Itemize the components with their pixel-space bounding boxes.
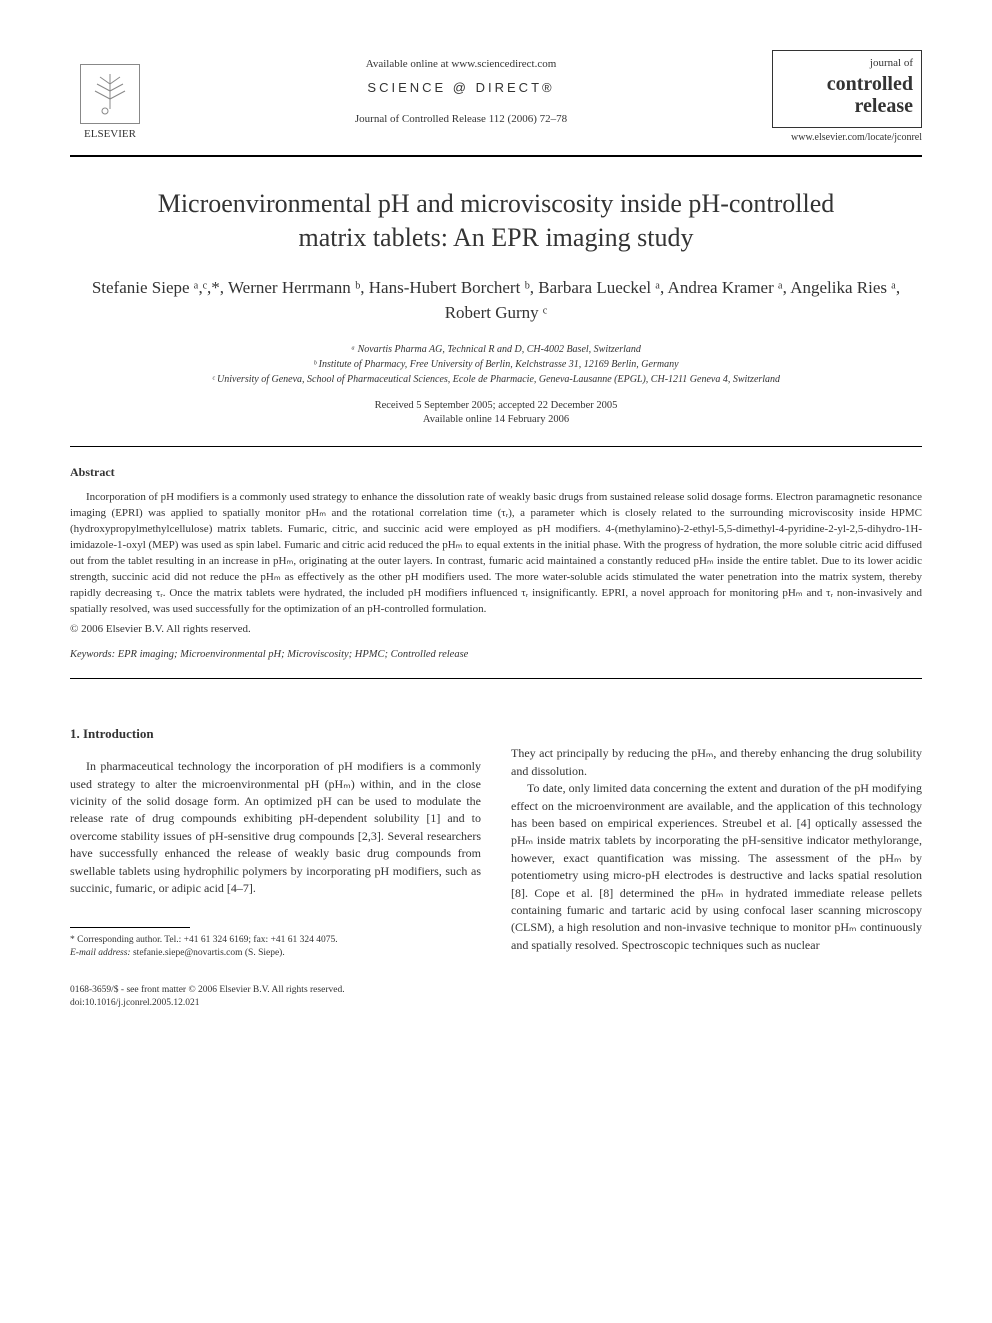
authors: Stefanie Siepe ᵃ,ᶜ,*, Werner Herrmann ᵇ,… xyxy=(70,275,922,326)
elsevier-tree-icon xyxy=(80,64,140,124)
journal-logo-block: journal of controlled release www.elsevi… xyxy=(772,50,922,143)
header: ELSEVIER Available online at www.science… xyxy=(70,50,922,143)
article-title: Microenvironmental pH and microviscosity… xyxy=(70,187,922,255)
center-header: Available online at www.sciencedirect.co… xyxy=(150,50,772,125)
online-date: Available online 14 February 2006 xyxy=(70,413,922,428)
body-columns: 1. Introduction In pharmaceutical techno… xyxy=(70,697,922,960)
abstract-rule-bottom xyxy=(70,678,922,679)
footnote-separator xyxy=(70,927,190,928)
title-line-2: matrix tablets: An EPR imaging study xyxy=(298,223,693,252)
affiliation-b: ᵇ Institute of Pharmacy, Free University… xyxy=(70,357,922,372)
abstract-heading: Abstract xyxy=(70,465,922,480)
corresponding-author: * Corresponding author. Tel.: +41 61 324… xyxy=(70,934,481,947)
abstract-text: Incorporation of pH modifiers is a commo… xyxy=(70,490,922,618)
sciencedirect-logo: SCIENCE @ DIRECT® xyxy=(150,80,772,95)
affiliations: ᵃ Novartis Pharma AG, Technical R and D,… xyxy=(70,342,922,387)
issn-line: 0168-3659/$ - see front matter © 2006 El… xyxy=(70,984,922,997)
footer: 0168-3659/$ - see front matter © 2006 El… xyxy=(70,984,922,1010)
header-rule xyxy=(70,155,922,157)
elsevier-logo: ELSEVIER xyxy=(70,50,150,140)
received-date: Received 5 September 2005; accepted 22 D… xyxy=(70,399,922,414)
left-column: 1. Introduction In pharmaceutical techno… xyxy=(70,697,481,960)
journal-url: www.elsevier.com/locate/jconrel xyxy=(772,132,922,143)
available-online-text: Available online at www.sciencedirect.co… xyxy=(150,58,772,70)
right-column: They act principally by reducing the pHₘ… xyxy=(511,697,922,960)
doi-line: doi:10.1016/j.jconrel.2005.12.021 xyxy=(70,997,922,1010)
title-line-1: Microenvironmental pH and microviscosity… xyxy=(158,189,835,218)
keywords: Keywords: EPR imaging; Microenvironmenta… xyxy=(70,649,922,660)
affiliation-c: ᶜ University of Geneva, School of Pharma… xyxy=(70,372,922,387)
email-address: stefanie.siepe@novartis.com (S. Siepe). xyxy=(133,948,285,958)
journal-reference: Journal of Controlled Release 112 (2006)… xyxy=(150,113,772,125)
footnote: * Corresponding author. Tel.: +41 61 324… xyxy=(70,934,481,960)
copyright-text: © 2006 Elsevier B.V. All rights reserved… xyxy=(70,623,922,635)
elsevier-label: ELSEVIER xyxy=(84,128,136,140)
journal-logo-top: journal of xyxy=(781,57,913,69)
email-line: E-mail address: stefanie.siepe@novartis.… xyxy=(70,947,481,960)
intro-para-right-2: To date, only limited data concerning th… xyxy=(511,780,922,954)
intro-heading: 1. Introduction xyxy=(70,725,481,744)
abstract-rule-top xyxy=(70,446,922,447)
article-dates: Received 5 September 2005; accepted 22 D… xyxy=(70,399,922,428)
intro-para-1: In pharmaceutical technology the incorpo… xyxy=(70,758,481,897)
journal-logo-title: controlled release xyxy=(781,73,913,117)
affiliation-a: ᵃ Novartis Pharma AG, Technical R and D,… xyxy=(70,342,922,357)
intro-para-right-1: They act principally by reducing the pHₘ… xyxy=(511,745,922,780)
email-label: E-mail address: xyxy=(70,948,131,958)
